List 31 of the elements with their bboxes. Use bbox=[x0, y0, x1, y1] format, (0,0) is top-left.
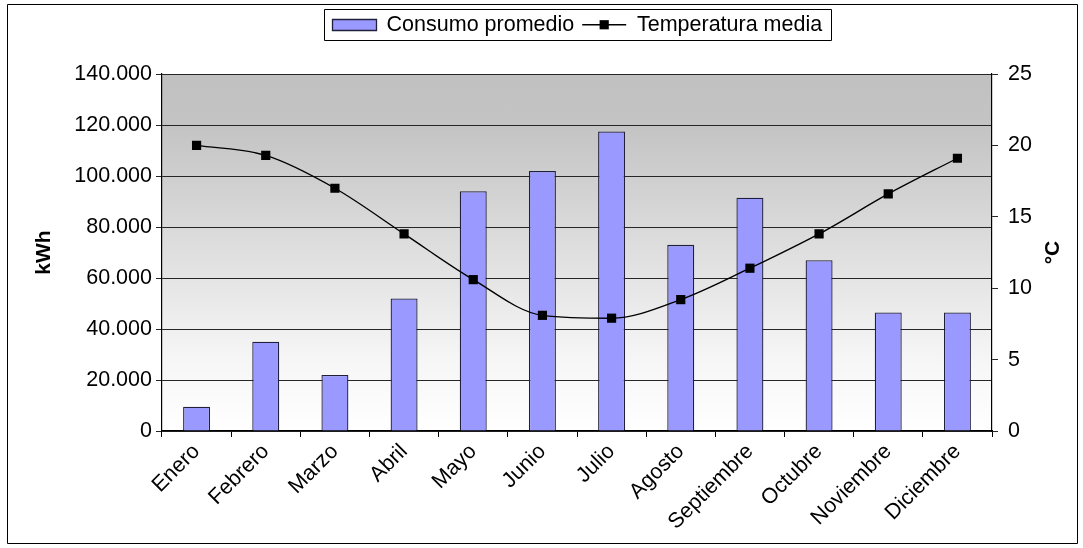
y-axis-title: kWh bbox=[31, 230, 55, 275]
y-tick-label: 140.000 bbox=[74, 60, 153, 85]
legend-label: Temperatura media bbox=[636, 11, 823, 36]
point bbox=[330, 183, 340, 193]
point bbox=[952, 153, 963, 163]
legend-label: Consumo promedio bbox=[386, 11, 575, 36]
point bbox=[468, 275, 478, 285]
y-tick-label: 80.000 bbox=[86, 213, 153, 238]
y2-tick-label: 5 bbox=[1008, 346, 1020, 371]
y-tick-label: 20.000 bbox=[86, 366, 153, 391]
y2-axis-title: °C bbox=[1039, 240, 1063, 265]
y-tick-label: 120.000 bbox=[74, 111, 153, 136]
point bbox=[745, 263, 755, 273]
y2-tick-label: 20 bbox=[1008, 132, 1032, 157]
point bbox=[883, 189, 893, 199]
point bbox=[191, 140, 202, 150]
y2-tick-label: 15 bbox=[1008, 203, 1032, 228]
point bbox=[399, 229, 409, 239]
point bbox=[676, 295, 686, 305]
y-tick-label: 0 bbox=[140, 417, 153, 442]
point bbox=[606, 313, 617, 323]
point bbox=[261, 150, 271, 160]
y-tick-label: 40.000 bbox=[86, 315, 153, 340]
y2-tick-label: 25 bbox=[1008, 60, 1032, 85]
y-tick-label: 60.000 bbox=[86, 264, 153, 289]
point bbox=[814, 229, 824, 239]
y-tick-label: 100.000 bbox=[74, 162, 153, 187]
y2-tick-label: 0 bbox=[1008, 417, 1020, 442]
point bbox=[537, 310, 548, 320]
x-tick-label: Julio bbox=[571, 438, 620, 488]
y2-tick-label: 10 bbox=[1008, 275, 1032, 300]
